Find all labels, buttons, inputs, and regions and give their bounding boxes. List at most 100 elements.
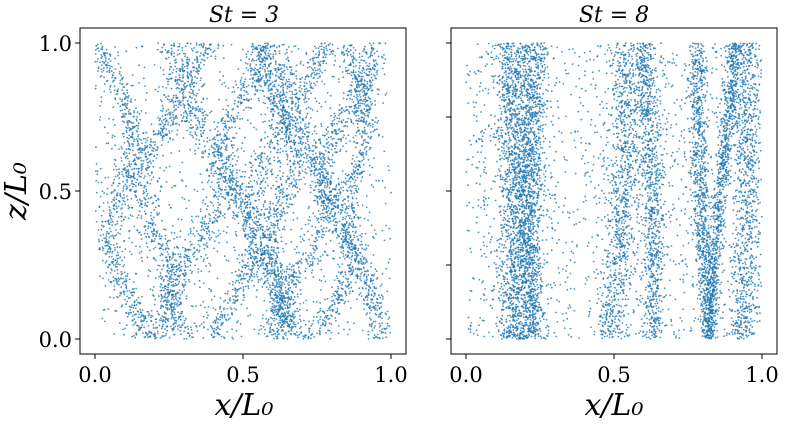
scatter-point (282, 150, 284, 153)
scatter-point (186, 325, 189, 328)
scatter-point (313, 240, 316, 243)
scatter-point (158, 233, 161, 236)
scatter-point (293, 265, 295, 267)
scatter-point (266, 47, 269, 50)
scatter-point (208, 234, 211, 237)
scatter-point (268, 236, 271, 239)
scatter-point (156, 149, 159, 151)
scatter-point (282, 107, 284, 110)
scatter-point (327, 202, 330, 205)
scatter-point (144, 175, 146, 178)
scatter-point (294, 147, 297, 150)
scatter-point (201, 108, 204, 110)
scatter-point (271, 272, 273, 275)
scatter-point (196, 119, 199, 122)
scatter-point (245, 67, 248, 69)
scatter-point (227, 115, 230, 117)
scatter-point (255, 230, 258, 233)
scatter-point (275, 237, 277, 240)
scatter-point (286, 205, 289, 208)
scatter-point (177, 311, 179, 314)
scatter-point (271, 265, 273, 268)
scatter-point (154, 144, 156, 146)
scatter-point (237, 279, 240, 282)
scatter-point (185, 116, 188, 118)
scatter-point (190, 92, 192, 95)
scatter-point (165, 134, 167, 137)
scatter-point (200, 52, 202, 55)
scatter-point (245, 85, 248, 88)
scatter-point (148, 165, 151, 168)
scatter-point (239, 205, 242, 207)
scatter-point (285, 181, 288, 184)
scatter-point (217, 157, 220, 160)
scatter-point (140, 233, 143, 236)
scatter-point (122, 277, 125, 280)
scatter-point (249, 186, 252, 189)
scatter-point (122, 113, 124, 115)
scatter-point (236, 192, 239, 195)
scatter-point (231, 165, 234, 168)
scatter-point (235, 164, 237, 166)
scatter-point (246, 265, 249, 267)
scatter-point (195, 134, 198, 137)
scatter-point (215, 172, 218, 175)
scatter-point (257, 214, 260, 216)
scatter-point (217, 318, 220, 321)
scatter-point (135, 124, 138, 127)
scatter-point (335, 291, 338, 294)
scatter-point (178, 289, 181, 291)
scatter-point (147, 151, 150, 154)
scatter-point (184, 264, 187, 267)
scatter-point (294, 282, 297, 285)
scatter-point (277, 227, 279, 229)
scatter-point (290, 118, 292, 121)
scatter-point (132, 145, 134, 148)
scatter-point (177, 300, 180, 302)
scatter-point (160, 277, 163, 280)
scatter-point (216, 149, 219, 152)
scatter-point (288, 121, 291, 123)
scatter-point (183, 107, 186, 109)
scatter-point (120, 146, 123, 148)
scatter-point (190, 336, 193, 338)
scatter-point (192, 253, 194, 256)
scatter-point (269, 57, 272, 59)
scatter-point (177, 106, 180, 109)
scatter-point (155, 235, 158, 238)
scatter-point (222, 128, 225, 131)
scatter-point (234, 99, 236, 102)
scatter-point (279, 281, 282, 283)
scatter-point (206, 232, 208, 235)
scatter-point (172, 101, 175, 104)
scatter-point (324, 320, 327, 323)
scatter-point (216, 144, 219, 146)
scatter-point (184, 256, 186, 259)
scatter-point (328, 162, 330, 165)
scatter-point (225, 99, 228, 101)
scatter-point (152, 141, 155, 144)
scatter-point (312, 50, 315, 53)
scatter-point (118, 171, 120, 174)
scatter-point (271, 333, 273, 336)
scatter-point (364, 96, 367, 99)
scatter-point (219, 189, 222, 191)
scatter-point (159, 123, 162, 126)
scatter-point (145, 190, 148, 193)
scatter-point (251, 43, 254, 45)
scatter-point (216, 166, 219, 169)
scatter-point (325, 53, 328, 56)
scatter-point (163, 118, 165, 121)
scatter-point (125, 303, 128, 305)
scatter-point (121, 212, 123, 215)
scatter-point (113, 270, 116, 272)
scatter-point (291, 193, 294, 196)
scatter-point (160, 245, 163, 248)
scatter-point (120, 270, 123, 273)
scatter-point (215, 316, 218, 318)
scatter-point (181, 290, 184, 293)
scatter-point (114, 247, 116, 249)
scatter-point (125, 287, 128, 290)
scatter-point (210, 167, 213, 170)
scatter-point (231, 173, 234, 176)
